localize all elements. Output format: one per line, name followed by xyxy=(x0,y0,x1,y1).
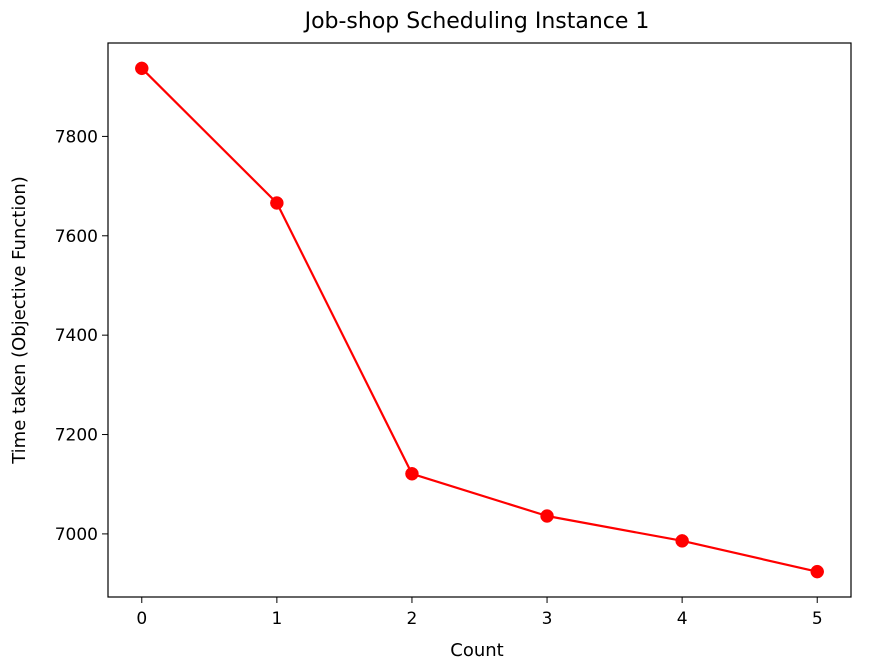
chart-title: Job-shop Scheduling Instance 1 xyxy=(303,9,650,34)
y-tick-label-2: 7400 xyxy=(55,326,98,346)
data-point-0 xyxy=(135,61,149,76)
y-tick-label-4: 7800 xyxy=(55,127,98,147)
x-tick-label-2: 2 xyxy=(407,609,418,629)
y-tick-label-1: 7200 xyxy=(55,426,98,446)
data-point-4 xyxy=(675,534,689,548)
x-tick-label-4: 4 xyxy=(677,609,688,629)
plot-border xyxy=(107,42,852,598)
x-tick-label-3: 3 xyxy=(542,609,553,629)
series-line-0 xyxy=(140,67,819,573)
data-point-3 xyxy=(540,509,554,523)
data-series xyxy=(135,61,824,579)
data-point-5 xyxy=(810,564,824,579)
x-axis: 0 1 2 3 4 5 xyxy=(136,597,823,629)
x-tick-label-0: 0 xyxy=(136,609,147,629)
y-axis-label: Time taken (Objective Function) xyxy=(9,176,30,465)
data-point-1 xyxy=(270,196,284,210)
y-axis: 7000 7200 7400 7600 7800 xyxy=(55,127,108,545)
data-point-2 xyxy=(405,467,419,481)
y-tick-label-3: 7600 xyxy=(55,227,98,247)
plot-area xyxy=(107,42,852,598)
y-tick-label-0: 7000 xyxy=(55,525,98,545)
x-tick-label-1: 1 xyxy=(271,609,282,629)
x-axis-label: Count xyxy=(450,640,503,661)
x-tick-label-5: 5 xyxy=(812,609,823,629)
